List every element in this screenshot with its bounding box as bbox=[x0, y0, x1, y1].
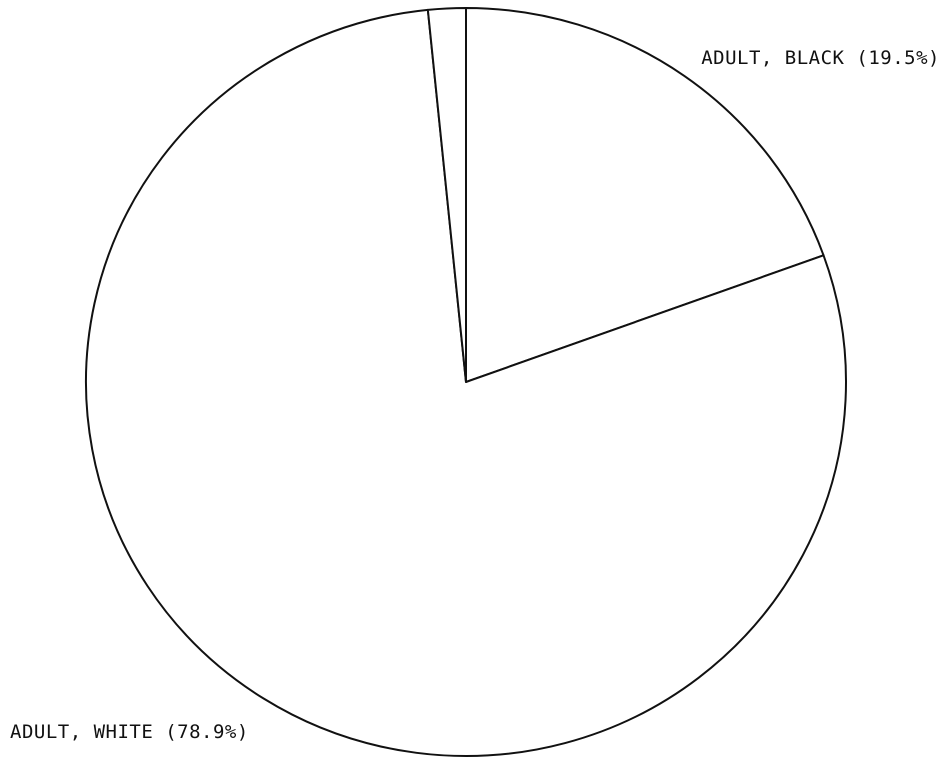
pie-slice-2 bbox=[426, 7, 467, 383]
slice-label-1: ADULT, WHITE (78.9%) bbox=[10, 721, 249, 743]
pie-slices bbox=[85, 7, 847, 757]
slice-label-0: ADULT, BLACK (19.5%) bbox=[701, 47, 940, 69]
pie-slice-0 bbox=[465, 7, 825, 383]
pie-labels: ADULT, BLACK (19.5%) ADULT, WHITE (78.9%) bbox=[10, 47, 940, 743]
